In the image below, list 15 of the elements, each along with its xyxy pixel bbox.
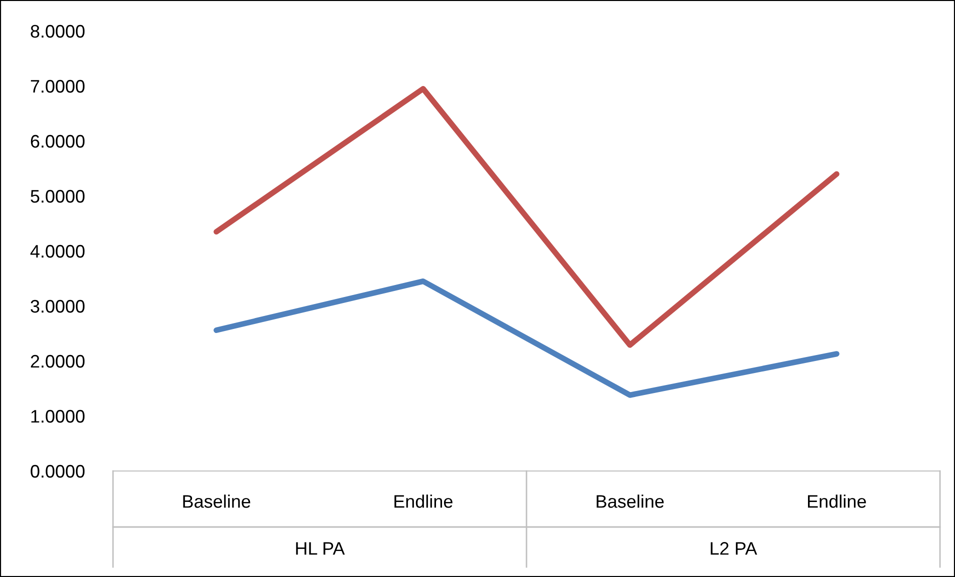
text: HL PA: [296, 542, 345, 555]
y-tick-label: 7.0000: [30, 80, 85, 93]
y-tick-label: 4.0000: [30, 244, 85, 258]
y-tick-label: 3.0000: [30, 300, 85, 313]
y-tick-label: 1.0000: [31, 410, 85, 423]
x-tick-label: Baseline: [596, 494, 664, 508]
x-tick-label: Baseline: [183, 494, 250, 508]
y-tick-label: 2.0000: [30, 354, 85, 368]
y-tick-label: 8.0000: [30, 24, 85, 38]
x-tick-label: Endline: [808, 494, 866, 508]
x-tick-label: Endline: [394, 494, 452, 508]
y-tick-label: 0.0000: [30, 464, 85, 478]
text: L2 PA: [710, 542, 758, 555]
y-tick-label: 5.0000: [30, 190, 85, 203]
y-tick-label: 6.0000: [30, 134, 85, 148]
